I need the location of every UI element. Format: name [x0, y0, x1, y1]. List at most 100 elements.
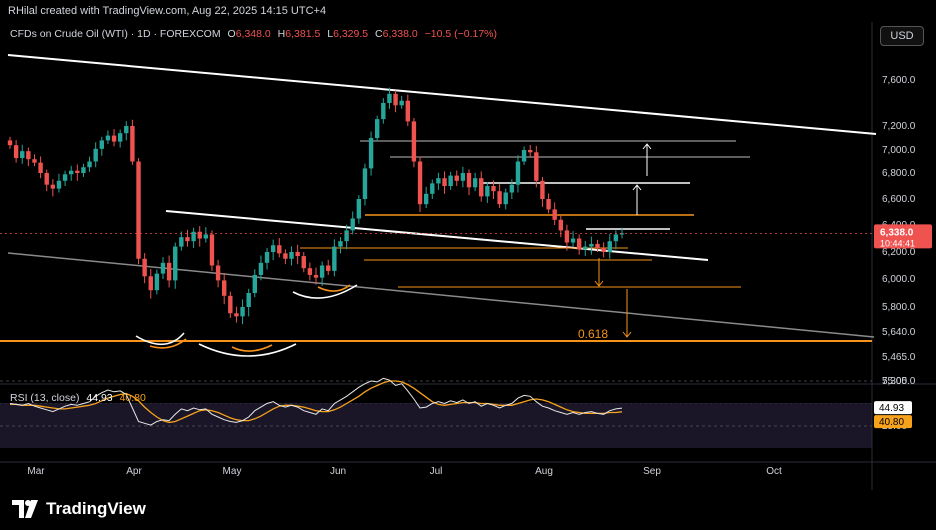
candle-body	[485, 186, 490, 197]
candle	[399, 95, 404, 109]
candle-body	[313, 274, 319, 278]
candle-body	[99, 140, 104, 149]
chart-canvas[interactable]: 0.618 7,600.0 7,200.0 7,000.0 6,800.0 6,600.0…	[0, 22, 936, 490]
candle-body	[430, 183, 435, 194]
candle-body	[32, 159, 37, 163]
candle	[50, 179, 56, 197]
candle-body	[69, 170, 74, 175]
candle	[387, 87, 392, 109]
time-axis-label: Sep	[643, 466, 661, 477]
target-arrow-down-2	[622, 289, 632, 338]
target-arrow-up-2-head	[632, 184, 642, 191]
candle	[44, 169, 49, 192]
candle	[93, 142, 98, 168]
candle	[356, 195, 362, 224]
candle	[485, 182, 490, 203]
candle-body	[301, 256, 306, 269]
rsi-ma-value: 40.80	[119, 392, 146, 404]
rsi-band	[0, 403, 872, 448]
candle	[393, 90, 398, 113]
candle	[246, 288, 251, 317]
candle-body	[356, 199, 362, 219]
candle	[277, 237, 282, 258]
candle-body	[173, 246, 178, 281]
candle-body	[546, 199, 551, 210]
candle	[228, 291, 233, 318]
candle-body	[38, 162, 43, 173]
candle-body	[197, 231, 202, 239]
candle-body	[332, 246, 337, 271]
currency-button[interactable]: USD	[880, 26, 924, 46]
credit-text: RHilal created with TradingView.com, Aug…	[8, 5, 327, 17]
candle-body	[405, 100, 410, 122]
candle	[601, 242, 606, 258]
candle	[338, 237, 343, 254]
fib-0618-label: 0.618	[578, 327, 608, 341]
candle-body	[283, 253, 288, 259]
candle	[75, 164, 80, 181]
bottom-arc-3	[292, 284, 358, 299]
candle	[7, 136, 13, 149]
candle-body	[595, 243, 600, 248]
candle-body	[411, 121, 417, 162]
candle-body	[166, 262, 172, 281]
candle-body	[136, 161, 141, 259]
price-tag-value: 6,338.0	[880, 227, 914, 238]
candle-body	[350, 218, 355, 231]
candle	[332, 239, 337, 277]
price-tag-box	[874, 224, 932, 249]
candle-body	[179, 237, 184, 247]
candle	[295, 244, 300, 265]
open-value: 6,348.0	[235, 28, 271, 40]
candle	[589, 236, 594, 255]
candle	[460, 166, 466, 188]
candle	[448, 171, 453, 190]
price-tag-countdown: 10:44:41	[880, 238, 915, 248]
tradingview-logo-icon	[12, 500, 38, 518]
candle	[417, 156, 423, 212]
candle-body	[289, 252, 294, 259]
lower-trend-line	[165, 210, 709, 261]
candle	[203, 227, 209, 243]
candle-body	[215, 265, 221, 281]
candle	[509, 179, 515, 199]
candle	[607, 233, 612, 259]
candle-body	[497, 191, 502, 205]
candle-body	[528, 150, 533, 153]
candle-body	[111, 135, 117, 142]
candle	[497, 184, 502, 209]
grey-support-line	[7, 252, 875, 338]
candle	[546, 193, 551, 214]
candle-body	[436, 178, 441, 184]
candle	[222, 273, 227, 305]
candle-body	[399, 100, 404, 106]
candle-body	[87, 161, 92, 168]
candle-body	[62, 174, 68, 181]
candle	[179, 231, 184, 251]
candle-body	[20, 151, 25, 159]
candle-body	[270, 245, 276, 252]
price-axis-label: 5,800.0	[882, 302, 916, 313]
candle	[344, 224, 349, 250]
candle	[87, 156, 92, 172]
candle-body	[521, 150, 527, 162]
candle	[38, 156, 43, 179]
candle	[576, 234, 582, 255]
candle	[142, 253, 147, 284]
price-axis-label: 7,200.0	[882, 121, 916, 132]
candle-body	[228, 295, 233, 314]
target-arrow-down-1	[594, 258, 604, 287]
candle	[215, 259, 221, 288]
candle	[368, 131, 374, 176]
candle-body	[246, 293, 251, 307]
candle-body	[393, 93, 398, 106]
price-axis-label: 5,305.0	[882, 376, 916, 387]
candle-body	[264, 252, 270, 263]
candle-body	[209, 234, 215, 266]
candle	[313, 267, 319, 285]
price-axis-label: 6,800.0	[882, 168, 916, 179]
candle-body	[326, 265, 331, 271]
candle	[62, 170, 68, 186]
candle-body	[448, 175, 453, 186]
